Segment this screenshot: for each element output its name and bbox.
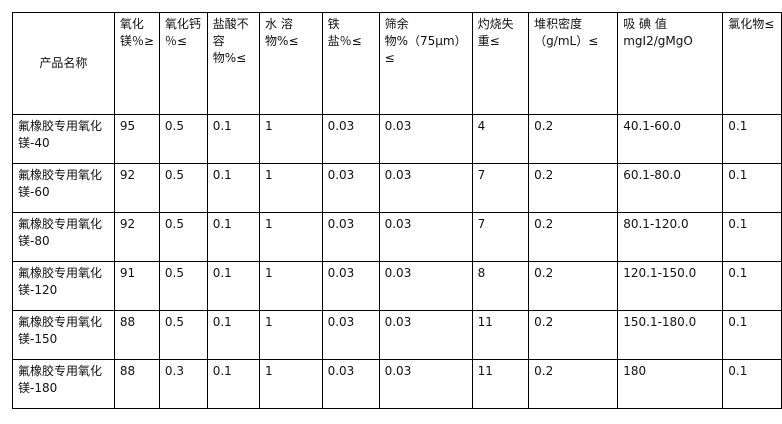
column-header: 筛余物%（75μm）≤ (378, 12, 473, 115)
table-row: 氟橡胶专用氧化镁-150 88 0.5 0.1 1 0.03 0.03 11 0.2 150.1-… (12, 310, 782, 360)
value-cell: 0.2 (528, 114, 619, 164)
value-cell: 0.1 (206, 261, 261, 311)
value-cell: 0.2 (528, 212, 619, 262)
value-cell: 0.2 (528, 359, 619, 409)
value-cell: 0.2 (528, 261, 619, 311)
column-header: 盐酸不容物%≤ (206, 12, 261, 115)
product-name-cell: 氟橡胶专用氧化镁-60 (12, 163, 115, 213)
value-cell: 180 (617, 359, 724, 409)
value-cell: 0.1 (722, 261, 782, 311)
column-header: 吸 碘 值 mgI2/gMgO (617, 12, 724, 115)
value-cell: 0.1 (722, 212, 782, 262)
value-cell: 0.5 (158, 163, 208, 213)
value-cell: 0.2 (528, 310, 619, 360)
value-cell: 0.03 (321, 163, 380, 213)
value-cell: 80.1-120.0 (617, 212, 724, 262)
value-cell: 40.1-60.0 (617, 114, 724, 164)
value-cell: 0.1 (722, 163, 782, 213)
value-cell: 7 (471, 163, 530, 213)
table-row: 氟橡胶专用氧化镁-180 88 0.3 0.1 1 0.03 0.03 11 0.2 180 0.1 (12, 359, 782, 409)
column-header: 水 溶物%≤ (259, 12, 323, 115)
value-cell: 0.03 (378, 310, 473, 360)
value-cell: 11 (471, 359, 530, 409)
value-cell: 0.03 (321, 261, 380, 311)
value-cell: 92 (113, 163, 160, 213)
value-cell: 4 (471, 114, 530, 164)
value-cell: 0.1 (206, 212, 261, 262)
column-header: 灼烧失重≤ (471, 12, 530, 115)
value-cell: 150.1-180.0 (617, 310, 724, 360)
value-cell: 0.1 (206, 359, 261, 409)
value-cell: 120.1-150.0 (617, 261, 724, 311)
table-row: 氟橡胶专用氧化镁-120 91 0.5 0.1 1 0.03 0.03 8 0.2 120.1-1… (12, 261, 782, 311)
value-cell: 88 (113, 310, 160, 360)
value-cell: 1 (259, 114, 323, 164)
value-cell: 8 (471, 261, 530, 311)
value-cell: 0.1 (206, 310, 261, 360)
value-cell: 0.03 (321, 359, 380, 409)
value-cell: 0.03 (321, 212, 380, 262)
value-cell: 1 (259, 310, 323, 360)
value-cell: 0.5 (158, 310, 208, 360)
value-cell: 0.1 (722, 359, 782, 409)
table-row: 氟橡胶专用氧化镁-40 95 0.5 0.1 1 0.03 0.03 4 0.2 40.1-60.… (12, 114, 782, 164)
value-cell: 1 (259, 212, 323, 262)
value-cell: 0.5 (158, 114, 208, 164)
value-cell: 11 (471, 310, 530, 360)
table-row: 氟橡胶专用氧化镁-80 92 0.5 0.1 1 0.03 0.03 7 0.2 80.1-120… (12, 212, 782, 262)
header-row: 产品名称 氧化镁％≥ 氧化钙 ％≤ 盐酸不容物%≤ 水 溶物%≤ 铁盐％≤ 筛余物%（75μ… (12, 12, 782, 115)
value-cell: 0.1 (722, 114, 782, 164)
value-cell: 1 (259, 359, 323, 409)
value-cell: 0.1 (206, 114, 261, 164)
value-cell: 88 (113, 359, 160, 409)
column-header: 氧化钙 ％≤ (158, 12, 208, 115)
value-cell: 0.1 (722, 310, 782, 360)
value-cell: 92 (113, 212, 160, 262)
value-cell: 1 (259, 261, 323, 311)
value-cell: 0.3 (158, 359, 208, 409)
value-cell: 0.5 (158, 212, 208, 262)
table-row: 氟橡胶专用氧化镁-60 92 0.5 0.1 1 0.03 0.03 7 0.2 60.1-80.… (12, 163, 782, 213)
product-name-cell: 氟橡胶专用氧化镁-120 (12, 261, 115, 311)
value-cell: 0.03 (378, 212, 473, 262)
value-cell: 0.03 (378, 359, 473, 409)
value-cell: 1 (259, 163, 323, 213)
column-header: 氧化镁％≥ (113, 12, 160, 115)
value-cell: 91 (113, 261, 160, 311)
column-header: 堆积密度（g/mL）≤ (528, 12, 619, 115)
value-cell: 0.2 (528, 163, 619, 213)
product-name-cell: 氟橡胶专用氧化镁-180 (12, 359, 115, 409)
value-cell: 0.5 (158, 261, 208, 311)
value-cell: 0.1 (206, 163, 261, 213)
product-name-cell: 氟橡胶专用氧化镁-80 (12, 212, 115, 262)
value-cell: 0.03 (321, 114, 380, 164)
column-header: 产品名称 (12, 12, 115, 115)
spec-table: 产品名称 氧化镁％≥ 氧化钙 ％≤ 盐酸不容物%≤ 水 溶物%≤ 铁盐％≤ 筛余物%（75μ… (12, 12, 782, 409)
value-cell: 7 (471, 212, 530, 262)
column-header: 铁盐％≤ (321, 12, 380, 115)
value-cell: 60.1-80.0 (617, 163, 724, 213)
value-cell: 0.03 (321, 310, 380, 360)
product-name-cell: 氟橡胶专用氧化镁-150 (12, 310, 115, 360)
product-name-cell: 氟橡胶专用氧化镁-40 (12, 114, 115, 164)
column-header: 氯化物≤ (722, 12, 782, 115)
value-cell: 0.03 (378, 261, 473, 311)
value-cell: 0.03 (378, 163, 473, 213)
value-cell: 0.03 (378, 114, 473, 164)
value-cell: 95 (113, 114, 160, 164)
